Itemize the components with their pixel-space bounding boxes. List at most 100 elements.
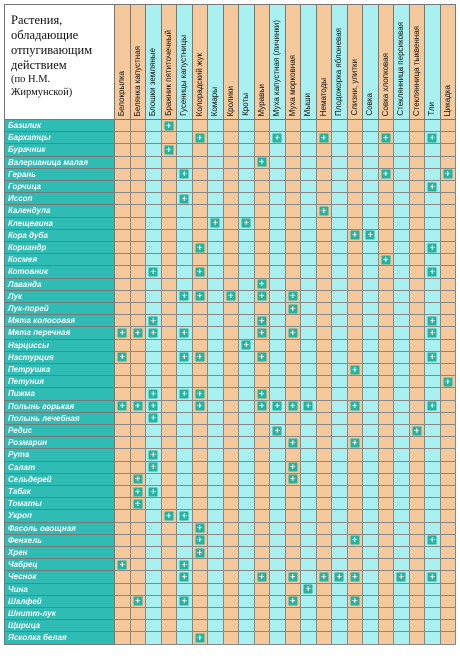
matrix-cell: [239, 425, 255, 438]
matrix-cell: [192, 620, 208, 633]
matrix-cell: [347, 290, 363, 303]
matrix-cell: [254, 632, 270, 645]
matrix-cell: [394, 193, 410, 206]
matrix-cell: [378, 632, 394, 645]
column-header: Белокрылка: [115, 4, 131, 120]
matrix-cell: [239, 620, 255, 633]
matrix-cell: [130, 449, 146, 462]
repellent-mark: +: [303, 583, 313, 594]
column-header-label: Стеклянница тыквенная: [411, 25, 421, 116]
matrix-cell: [394, 522, 410, 535]
repellent-mark: +: [117, 327, 127, 338]
matrix-cell: [332, 339, 348, 352]
matrix-cell: [192, 181, 208, 194]
matrix-cell: [223, 156, 239, 169]
matrix-cell: [409, 376, 425, 389]
matrix-cell: +: [192, 242, 208, 255]
matrix-cell: [363, 510, 379, 523]
matrix-cell: [394, 242, 410, 255]
matrix-cell: [301, 156, 317, 169]
repellent-mark: +: [117, 400, 127, 411]
matrix-cell: [239, 571, 255, 584]
matrix-cell: [378, 486, 394, 499]
matrix-cell: +: [409, 425, 425, 438]
matrix-cell: [270, 620, 286, 633]
matrix-cell: [177, 522, 193, 535]
matrix-cell: [440, 608, 456, 621]
matrix-cell: [285, 534, 301, 547]
matrix-cell: [130, 205, 146, 218]
matrix-cell: [270, 522, 286, 535]
matrix-cell: [285, 412, 301, 425]
matrix-cell: [425, 229, 441, 242]
matrix-cell: [347, 217, 363, 230]
matrix-cell: [146, 608, 162, 621]
repellent-mark: +: [288, 290, 298, 301]
column-header: Комары: [208, 4, 224, 120]
matrix-cell: [347, 547, 363, 560]
matrix-cell: [254, 364, 270, 377]
repellent-mark: +: [381, 168, 391, 179]
matrix-cell: [316, 632, 332, 645]
matrix-cell: [394, 132, 410, 145]
matrix-cell: [316, 315, 332, 328]
matrix-cell: +: [239, 217, 255, 230]
matrix-cell: [192, 412, 208, 425]
matrix-cell: [316, 327, 332, 340]
repellent-mark: +: [443, 376, 453, 387]
matrix-cell: [223, 449, 239, 462]
matrix-cell: [378, 351, 394, 364]
repellent-mark: +: [179, 595, 189, 606]
matrix-cell: [301, 510, 317, 523]
plant-name: Лаванда: [4, 278, 115, 291]
matrix-cell: [130, 303, 146, 316]
matrix-cell: +: [285, 437, 301, 450]
matrix-cell: [316, 229, 332, 242]
matrix-cell: [409, 498, 425, 511]
matrix-cell: [115, 449, 131, 462]
repellent-mark: +: [210, 217, 220, 228]
matrix-cell: [316, 583, 332, 596]
matrix-cell: [161, 388, 177, 401]
matrix-cell: [394, 339, 410, 352]
matrix-cell: [130, 583, 146, 596]
matrix-cell: [440, 364, 456, 377]
matrix-cell: [347, 498, 363, 511]
matrix-cell: [192, 120, 208, 133]
matrix-cell: [409, 229, 425, 242]
matrix-cell: [223, 144, 239, 157]
matrix-cell: [425, 339, 441, 352]
matrix-cell: [440, 620, 456, 633]
matrix-cell: [223, 205, 239, 218]
matrix-cell: +: [332, 571, 348, 584]
matrix-cell: [208, 534, 224, 547]
matrix-cell: [440, 254, 456, 267]
matrix-cell: [270, 254, 286, 267]
matrix-cell: [409, 290, 425, 303]
repellent-mark: +: [427, 351, 437, 362]
matrix-cell: [394, 473, 410, 486]
matrix-cell: [301, 339, 317, 352]
matrix-cell: [332, 461, 348, 474]
matrix-cell: [270, 559, 286, 572]
matrix-cell: [208, 193, 224, 206]
matrix-cell: [146, 144, 162, 157]
matrix-cell: [378, 364, 394, 377]
matrix-cell: [208, 315, 224, 328]
plant-name: Полынь горькая: [4, 400, 115, 413]
column-header: Слизни, улитки: [347, 4, 363, 120]
plant-name: Чина: [4, 583, 115, 596]
matrix-cell: [223, 242, 239, 255]
matrix-cell: +: [440, 376, 456, 389]
matrix-cell: [363, 583, 379, 596]
matrix-cell: [192, 339, 208, 352]
matrix-cell: [115, 217, 131, 230]
matrix-cell: [409, 461, 425, 474]
matrix-cell: [177, 303, 193, 316]
matrix-cell: [177, 205, 193, 218]
matrix-cell: [409, 266, 425, 279]
matrix-cell: [177, 315, 193, 328]
matrix-cell: [409, 388, 425, 401]
matrix-cell: [347, 559, 363, 572]
matrix-cell: [425, 522, 441, 535]
